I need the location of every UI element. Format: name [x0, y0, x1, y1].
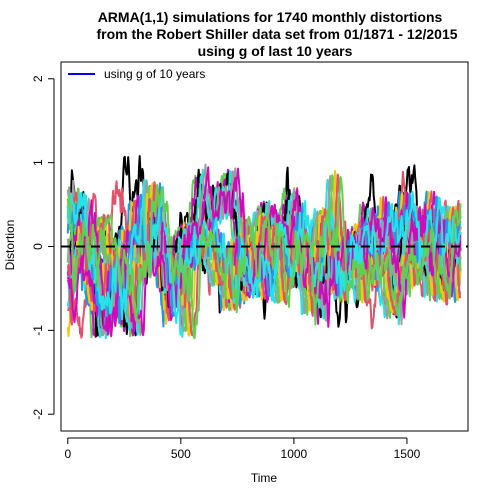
- x-axis: 0 500 1000 1500: [64, 437, 421, 461]
- y-tick-label: 1: [31, 159, 45, 166]
- x-tick-label: 500: [171, 447, 191, 461]
- simulation-path: [66, 176, 462, 340]
- x-tick-label: 1000: [281, 447, 308, 461]
- plot-frame: [60, 61, 469, 432]
- x-axis-label: Time: [251, 471, 278, 485]
- y-tick-label: 2: [31, 75, 45, 82]
- y-tick-label: -1: [31, 325, 45, 336]
- simulation-path: [66, 166, 462, 338]
- series-layer: [66, 155, 462, 340]
- y-tick-label: 0: [31, 243, 45, 250]
- legend-label-10-years: using g of 10 years: [104, 67, 205, 81]
- y-axis-label: Distortion: [3, 220, 17, 271]
- chart-title-line-1: ARMA(1,1) simulations for 1740 monthly d…: [98, 9, 443, 25]
- chart-title-line-2: from the Robert Shiller data set from 01…: [96, 26, 457, 42]
- x-tick-label: 1500: [394, 447, 421, 461]
- chart-title-line-3: using g of last 10 years: [198, 43, 353, 59]
- legend: using g of 10 years: [68, 67, 205, 81]
- simulation-path: [66, 185, 462, 324]
- y-tick-label: -2: [31, 409, 45, 420]
- x-tick-label: 0: [64, 447, 71, 461]
- y-axis: -2 -1 0 1 2: [31, 75, 55, 420]
